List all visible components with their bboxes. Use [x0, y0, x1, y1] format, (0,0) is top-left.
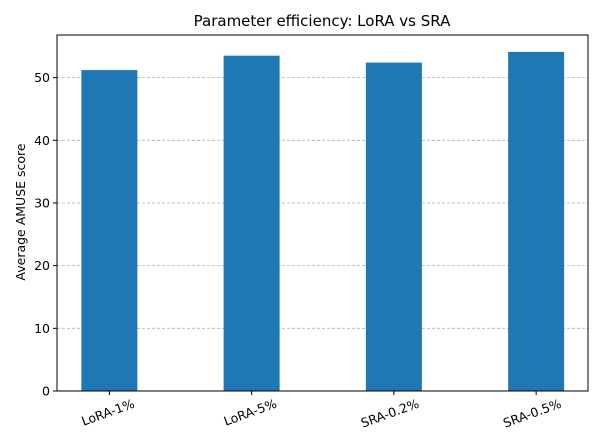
y-tick-label-30: 30	[34, 195, 50, 210]
y-ticks: 0 10 20 30 40 50	[34, 70, 57, 399]
bar-lora-5-	[223, 55, 280, 391]
bars	[81, 51, 565, 392]
chart-title: Parameter efficiency: LoRA vs SRA	[194, 12, 451, 30]
bar-sra-0-5-	[508, 51, 565, 391]
bar-sra-0-2-	[365, 62, 422, 392]
x-tick-label-3: SRA-0.5%	[501, 396, 563, 431]
y-axis-label: Average AMUSE score	[13, 143, 28, 280]
y-tick-label-40: 40	[34, 133, 50, 148]
x-ticks: LoRA-1% LoRA-5% SRA-0.2% SRA-0.5%	[79, 391, 563, 431]
y-tick-label-10: 10	[34, 321, 50, 336]
x-tick-label-1: LoRA-5%	[222, 396, 279, 429]
y-tick-label-20: 20	[34, 258, 50, 273]
x-tick-label-0: LoRA-1%	[79, 396, 136, 429]
y-tick-label-0: 0	[42, 384, 50, 399]
x-tick-label-2: SRA-0.2%	[359, 396, 421, 431]
bar-lora-1-	[81, 70, 138, 391]
grid-lines	[57, 77, 588, 329]
plot-frame	[56, 34, 589, 392]
y-tick-label-50: 50	[34, 70, 50, 85]
